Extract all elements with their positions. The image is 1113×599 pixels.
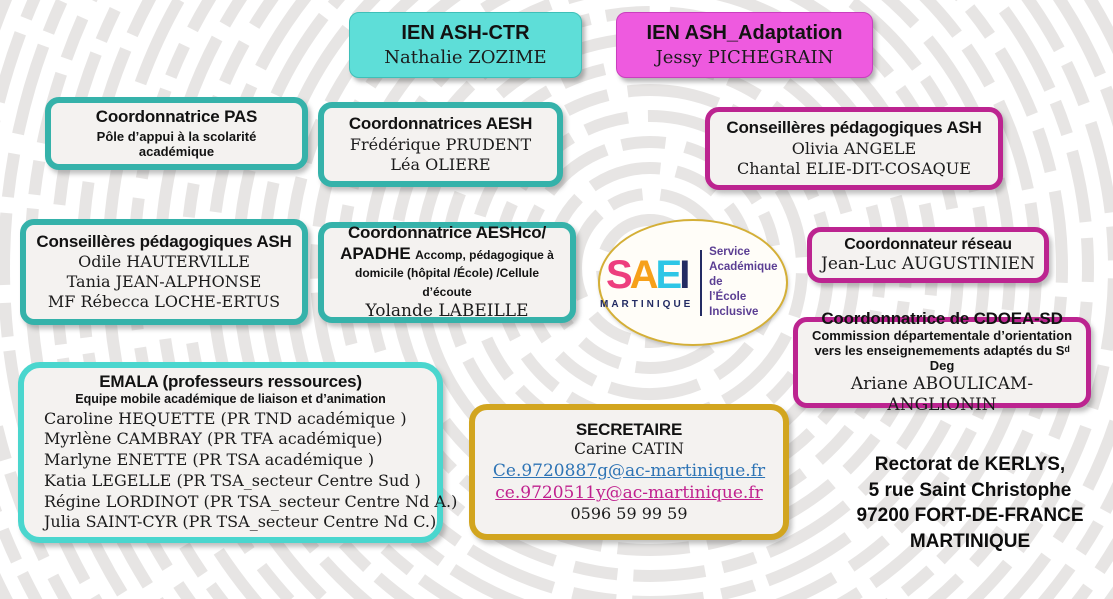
box-coordonnatrice-cdoea: Coordonnatrice de CDOEA-SD Commission dé… bbox=[793, 309, 1091, 415]
saei-logo-acronym-block: SAEI MARTINIQUE bbox=[600, 255, 693, 310]
address-line1: Rectorat de KERLYS, bbox=[874, 454, 1066, 475]
address-line4: MARTINIQUE bbox=[909, 530, 1031, 552]
secretaire-phone: 0596 59 99 59 bbox=[570, 503, 688, 523]
aeshco-title: Coordonnatrice AESHco/ bbox=[347, 222, 547, 242]
saei-caption-line4: Inclusive bbox=[709, 305, 759, 318]
emala-title: EMALA (professeurs ressources) bbox=[99, 371, 362, 391]
cdoea-title: Coordonnatrice de CDOEA-SD bbox=[821, 308, 1063, 328]
box-secretaire: SECRETAIRE Carine CATIN Ce.9720887g@ac-m… bbox=[469, 404, 789, 540]
box-coordonnatrice-aeshco: Coordonnatrice AESHco/ APADHE Accomp, pé… bbox=[318, 222, 576, 323]
emala-member-3: Marlyne ENETTE (PR TSA académique ) bbox=[44, 450, 375, 470]
emala-member-4: Katia LEGELLE (PR TSA_secteur Centre Sud… bbox=[44, 470, 421, 490]
box-coordonnatrice-pas: Coordonnatrice PAS Pôle d’appui à la sco… bbox=[45, 97, 308, 170]
reseau-name: Jean-Luc AUGUSTINIEN bbox=[821, 253, 1035, 274]
saei-letter-e: E bbox=[655, 253, 683, 297]
box-ien-ash-adaptation: IEN ASH_Adaptation Jessy PICHEGRAIN bbox=[616, 12, 873, 78]
saei-caption-line2: Académique de bbox=[709, 261, 778, 289]
aeshco-subtitle-line: APADHE Accomp, pédagogique à domicile (h… bbox=[332, 244, 562, 301]
box-coordonnatrices-aesh: Coordonnatrices AESH Frédérique PRUDENT … bbox=[318, 102, 563, 187]
cp-ash-left-title: Conseillères pédagogiques ASH bbox=[36, 231, 292, 251]
emala-member-2: Myrlène CAMBRAY (PR TFA académique) bbox=[44, 429, 383, 449]
emala-member-5: Régine LORDINOT (PR TSA_secteur Centre N… bbox=[44, 491, 458, 511]
reseau-title: Coordonnateur réseau bbox=[844, 235, 1012, 253]
pas-title: Coordonnatrice PAS bbox=[95, 107, 258, 127]
secretaire-email-secondary-link[interactable]: ce.9720511y@ac-martinique.fr bbox=[495, 482, 763, 503]
saei-caption: Service Académique de l’École Inclusive bbox=[709, 245, 786, 320]
box-conseilleres-ash-right: Conseillères pédagogiques ASH Olivia ANG… bbox=[705, 107, 1003, 190]
aeshco-acronym: APADHE bbox=[340, 243, 411, 263]
saei-letter-a: A bbox=[629, 253, 659, 297]
aeshco-subtitle: Accomp, pédagogique à domicile (hôpital … bbox=[354, 247, 554, 299]
aesh-title: Coordonnatrices AESH bbox=[348, 114, 533, 134]
emala-subtitle: Equipe mobile académique de liaison et d… bbox=[75, 392, 386, 407]
ien-ash-adaptation-title: IEN ASH_Adaptation bbox=[646, 22, 843, 45]
ien-ash-ctr-name: Nathalie ZOZIME bbox=[384, 47, 547, 69]
saei-letter-s: S bbox=[605, 253, 633, 297]
box-coordonnateur-reseau: Coordonnateur réseau Jean-Luc AUGUSTINIE… bbox=[807, 227, 1049, 283]
secretaire-name: Carine CATIN bbox=[574, 440, 684, 459]
box-ien-ash-ctr: IEN ASH-CTR Nathalie ZOZIME bbox=[349, 12, 582, 78]
emala-member-1: Caroline HEQUETTE (PR TND académique ) bbox=[44, 408, 407, 428]
rectorat-address: Rectorat de KERLYS, 5 rue Saint Christop… bbox=[828, 452, 1112, 555]
saei-region-label: MARTINIQUE bbox=[600, 299, 694, 310]
secretaire-email-primary-link[interactable]: Ce.9720887g@ac-martinique.fr bbox=[492, 460, 766, 481]
cp-ash-left-name-2: Tania JEAN-ALPHONSE bbox=[66, 272, 262, 292]
saei-logo: SAEI MARTINIQUE Service Académique de l’… bbox=[598, 219, 788, 346]
saei-logo-letters: SAEI bbox=[605, 253, 690, 297]
address-line2: 5 rue Saint Christophe bbox=[868, 479, 1072, 501]
address-line3: 97200 FORT-DE-FRANCE bbox=[856, 505, 1084, 527]
ien-ash-ctr-title: IEN ASH-CTR bbox=[401, 22, 530, 45]
cp-ash-left-name-3: MF Rébecca LOCHE-ERTUS bbox=[47, 292, 281, 312]
cdoea-name: Ariane ABOULICAM-ANGLIONIN bbox=[850, 373, 1034, 416]
emala-member-6: Julia SAINT-CYR (PR TSA_secteur Centre N… bbox=[44, 512, 437, 532]
saei-caption-line3: l’École bbox=[709, 290, 747, 303]
cp-ash-left-name-1: Odile HAUTERVILLE bbox=[78, 251, 250, 271]
saei-letter-i: I bbox=[679, 253, 690, 297]
emala-members-list: Caroline HEQUETTE (PR TND académique ) M… bbox=[32, 408, 458, 534]
cdoea-subtitle: Commission départementale d’orientation … bbox=[811, 327, 1073, 373]
ien-ash-adaptation-name: Jessy PICHEGRAIN bbox=[655, 47, 834, 69]
secretaire-title: SECRETAIRE bbox=[575, 419, 683, 439]
cp-ash-right-name-1: Olivia ANGELE bbox=[791, 138, 917, 158]
aesh-name-2: Léa OLIERE bbox=[390, 154, 491, 174]
aeshco-name: Yolande LABEILLE bbox=[365, 301, 529, 322]
saei-logo-divider bbox=[700, 249, 703, 316]
box-emala: EMALA (professeurs ressources) Equipe mo… bbox=[18, 362, 458, 543]
cp-ash-right-name-2: Chantal ELIE-DIT-COSAQUE bbox=[737, 158, 971, 178]
saei-caption-line1: Service bbox=[709, 246, 751, 259]
box-conseilleres-ash-left: Conseillères pédagogiques ASH Odile HAUT… bbox=[20, 219, 308, 325]
aesh-name-1: Frédérique PRUDENT bbox=[349, 134, 532, 154]
pas-subtitle: Pôle d’appui à la scolarité académique bbox=[96, 128, 257, 159]
cp-ash-right-title: Conseillères pédagogiques ASH bbox=[726, 118, 982, 138]
